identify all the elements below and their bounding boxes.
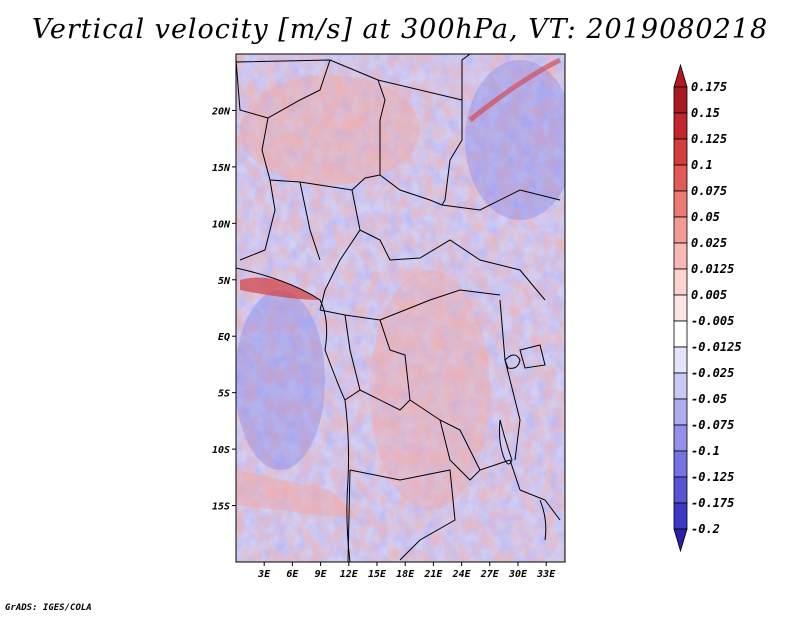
colorbar-segment — [673, 502, 688, 530]
lon-tick-label: 12E — [340, 569, 359, 580]
lon-tick-label: 24E — [452, 569, 472, 580]
velocity-texture — [236, 54, 565, 562]
lon-tick-label: 18E — [396, 569, 415, 580]
lakes — [498, 344, 547, 541]
colorbar-segment — [673, 268, 688, 296]
colorbar-segment — [673, 372, 688, 400]
colorbar-label: 0.1 — [691, 158, 713, 172]
colorbar-segment — [673, 86, 688, 114]
warm-streak-gulf — [240, 277, 320, 300]
colorbar-segment — [673, 216, 688, 244]
colorbar-label: -0.175 — [691, 496, 734, 510]
colorbar-label: -0.1 — [691, 444, 720, 458]
colorbar-segment — [673, 242, 688, 270]
colorbar-segment — [673, 320, 688, 348]
lon-axis: 3E 6E 9E 12E 15E 18E 21E 24E 27E 30E 33E — [257, 562, 556, 580]
colorbar: 0.175 0.15 0.125 0.1 0.075 0.05 0.025 0.0125 0.0… — [673, 63, 742, 553]
coastline — [236, 267, 351, 562]
warm-region-congo — [370, 270, 490, 510]
map-frame — [235, 53, 566, 563]
lon-tick-label: 30E — [508, 569, 528, 580]
colorbar-segment — [673, 190, 688, 218]
colorbar-segment — [673, 346, 688, 374]
colorbar-label: -0.075 — [691, 418, 734, 432]
lon-tick-label: 6E — [286, 569, 299, 580]
colorbar-segment — [673, 112, 688, 140]
warm-band-south — [236, 470, 360, 520]
colorbar-label: -0.05 — [691, 392, 727, 406]
warm-streak-north — [468, 57, 562, 122]
lon-tick-label: 33E — [536, 569, 556, 580]
lon-tick-label: 15E — [368, 569, 387, 580]
colorbar-label: 0.175 — [691, 80, 727, 94]
lon-tick-label: 27E — [480, 569, 500, 580]
colorbar-label: 0.15 — [691, 106, 720, 120]
cool-region-sudan — [465, 60, 565, 220]
colorbar-segment — [673, 450, 688, 478]
colorbar-label: -0.005 — [691, 314, 734, 328]
colorbar-segment — [673, 476, 688, 504]
lat-tick-label: 5N — [218, 276, 231, 287]
lat-tick-label: 15S — [212, 502, 230, 513]
lat-tick-label: 15N — [212, 163, 231, 174]
colorbar-top-arrow — [673, 63, 688, 88]
colorbar-segment — [673, 164, 688, 192]
grads-credit: GrADS: IGES/COLA — [5, 603, 92, 613]
lat-axis: 20N 15N 10N 5N EQ 5S 10S 15S — [211, 106, 236, 513]
colorbar-segment — [673, 398, 688, 426]
lat-tick-label: EQ — [218, 332, 230, 343]
lat-tick-label: 5S — [218, 389, 230, 400]
colorbar-label: -0.2 — [691, 522, 720, 536]
colorbar-label: 0.0125 — [691, 262, 734, 276]
colorbar-bottom-arrow — [673, 528, 688, 553]
warm-region-sahel — [240, 75, 420, 185]
lon-tick-label: 3E — [257, 569, 271, 580]
plot-title: Vertical velocity [m/s] at 300hPa, VT: 2… — [31, 14, 769, 45]
colorbar-segment — [673, 424, 688, 452]
colorbar-label: 0.125 — [691, 132, 727, 146]
lon-tick-label: 9E — [315, 569, 328, 580]
colorbar-label: 0.05 — [691, 210, 720, 224]
lat-tick-label: 10N — [212, 219, 231, 230]
country-borders — [236, 54, 561, 562]
lat-tick-label: 10S — [212, 445, 230, 456]
colorbar-segment — [673, 294, 688, 322]
colorbar-label: 0.025 — [691, 236, 727, 250]
colorbar-label: -0.025 — [691, 366, 734, 380]
colorbar-label: 0.075 — [691, 184, 727, 198]
lat-tick-label: 20N — [211, 106, 231, 117]
colorbar-label: 0.005 — [691, 288, 727, 302]
cool-region-atlantic — [236, 290, 325, 470]
colorbar-label: -0.0125 — [691, 340, 742, 354]
colorbar-segment — [673, 138, 688, 166]
velocity-field-map — [236, 54, 565, 562]
colorbar-label: -0.125 — [691, 470, 734, 484]
lon-tick-label: 21E — [423, 569, 443, 580]
